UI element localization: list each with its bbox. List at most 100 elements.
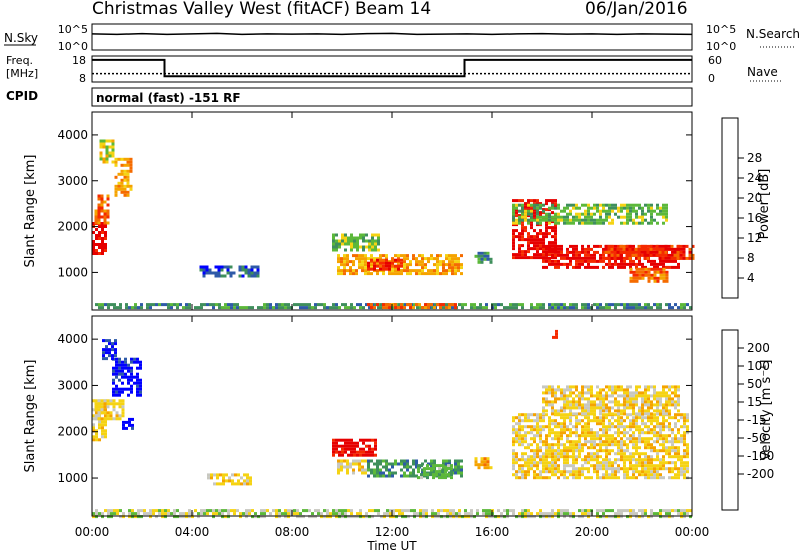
power-cell [359,245,362,249]
velocity-cell [539,476,542,480]
velocity-cell [599,409,602,413]
velocity-cell [542,467,545,471]
velocity-cell [533,515,536,519]
velocity-cell [376,462,379,466]
velocity-cell [394,462,397,466]
velocity-cell [560,470,563,474]
velocity-cell [641,470,644,474]
power-cell [236,303,239,307]
power-cell [217,265,221,269]
power-cell [374,242,377,246]
power-cell [620,215,623,219]
velocity-cell [518,422,521,426]
power-cell [545,226,548,230]
power-cell [658,256,662,260]
velocity-cell [225,473,228,477]
power-cell [545,202,548,206]
power-cell [287,306,290,310]
velocity-cell [632,403,635,407]
velocity-cell [635,412,638,416]
power-cell [539,303,542,307]
power-cell [551,211,554,215]
velocity-cell [425,509,428,513]
velocity-cell [599,397,602,401]
velocity-cell [686,512,689,516]
velocity-cell [644,470,647,474]
velocity-cell [206,512,209,516]
velocity-cell [415,465,418,469]
velocity-cell [572,458,575,462]
velocity-cell [338,444,341,448]
power-cell [129,163,133,167]
velocity-cell [344,512,347,516]
velocity-cell [608,406,611,410]
power-cell [353,245,356,249]
velocity-cell [449,512,452,516]
power-cell [649,253,653,257]
velocity-cell [240,476,243,480]
power-cell [296,303,299,307]
velocity-cell [450,476,453,480]
power-cell [367,267,370,271]
velocity-cell [551,385,554,389]
velocity-cell [104,408,107,412]
velocity-cell [100,417,104,421]
power-cell [355,272,358,276]
power-cell [629,218,632,222]
power-cell [572,265,575,269]
velocity-cell [644,443,647,447]
power-cell [521,232,524,236]
velocity-cell [686,425,689,429]
velocity-cell [245,512,248,516]
velocity-cell [551,512,554,516]
power-cell [527,209,530,213]
power-cell [371,245,374,249]
power-cell [379,257,382,261]
power-cell [551,202,554,206]
velocity-cell [391,471,394,475]
power-cell [659,276,663,280]
velocity-cell [437,512,440,516]
power-cell [101,252,104,255]
velocity-cell [127,387,130,391]
power-cell [611,203,614,207]
power-cell [111,142,115,146]
power-cell [563,206,566,210]
velocity-cell [641,431,644,435]
velocity-cell [590,409,593,413]
velocity-cell [551,437,554,441]
velocity-cell [374,444,377,448]
velocity-cell [629,385,632,389]
velocity-cell [644,385,647,389]
velocity-cell [536,419,539,423]
velocity-cell [437,509,440,513]
velocity-cell [230,509,233,513]
power-cell [515,203,518,207]
velocity-cell [527,443,530,447]
velocity-cell [554,461,557,465]
velocity-cell [677,394,680,398]
power-cell [100,200,104,204]
velocity-cell [388,471,391,475]
power-cell [631,250,635,254]
power-cell [266,303,269,307]
velocity-cell [626,443,629,447]
velocity-cell [659,428,662,432]
velocity-cell [671,443,674,447]
power-cell [218,303,221,307]
power-cell [120,169,124,173]
power-cell [646,244,650,248]
power-cell [385,257,388,261]
velocity-cell [638,428,641,432]
velocity-cell [340,468,343,472]
power-cell [596,206,599,210]
power-cell [332,239,335,243]
power-cell [107,303,110,307]
power-cell [451,303,454,307]
power-cell [134,303,137,307]
power-cell [632,276,636,280]
velocity-cell [100,411,104,415]
velocity-cell [417,464,420,468]
velocity-cell [608,467,611,471]
velocity-cell [329,512,332,516]
